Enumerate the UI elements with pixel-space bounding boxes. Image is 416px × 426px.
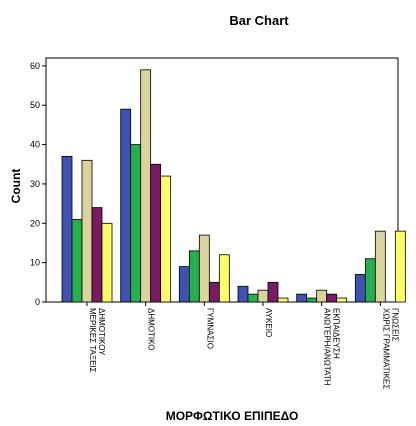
x-tick-label: ΔΗΜΟΤΙΚΟΥ xyxy=(97,308,106,356)
bar xyxy=(71,218,83,303)
bar xyxy=(120,108,132,303)
bar xyxy=(160,175,172,303)
bar xyxy=(257,289,269,303)
y-tick-label: 20 xyxy=(30,218,40,228)
chart-title: Bar Chart xyxy=(229,13,289,28)
bar xyxy=(150,163,162,303)
y-tick-label: 0 xyxy=(35,297,40,307)
bar xyxy=(81,159,93,303)
bar xyxy=(354,274,366,303)
y-axis-title: Count xyxy=(9,169,23,204)
bar xyxy=(218,254,230,303)
y-tick-label: 60 xyxy=(30,61,40,71)
bar xyxy=(198,234,210,303)
bar xyxy=(208,281,220,303)
x-tick-label: ΔΗΜΟΤΙΚΟ xyxy=(147,308,156,350)
bar xyxy=(130,144,142,303)
bar xyxy=(237,285,249,303)
bar xyxy=(336,297,348,303)
bar xyxy=(188,250,200,303)
bar xyxy=(374,230,386,303)
bar xyxy=(101,222,113,303)
x-tick-label: ΧΩΡΙΣ ΓΡΑΜΜΑΤΙΚΕΣ xyxy=(381,308,390,389)
y-tick-label: 30 xyxy=(30,179,40,189)
x-tick-label: ΑΝΩΤΕΡΗ/ΑΝΩΤΑΤΗ xyxy=(323,308,332,386)
bar xyxy=(364,258,376,303)
x-tick-label: ΕΚΠΑΙΔΕΥΣΗ xyxy=(332,308,341,359)
bar xyxy=(267,281,279,303)
bar xyxy=(91,207,103,303)
x-tick-label: ΛΥΚΕΙΟ xyxy=(264,308,273,337)
y-tick-label: 40 xyxy=(30,140,40,150)
bar xyxy=(277,297,289,303)
bar xyxy=(178,266,190,303)
bar xyxy=(316,289,328,303)
bar xyxy=(326,293,338,303)
x-tick-label: ΜΕΡΙΚΕΣ ΤΑΞΕΙΣ xyxy=(88,308,97,373)
bar xyxy=(247,293,259,303)
bar xyxy=(306,297,318,303)
bar xyxy=(140,69,152,303)
x-tick-label: ΓΝΩΣΕΙΣ xyxy=(390,308,399,342)
bar xyxy=(61,155,73,303)
plot-area: 0 10 20 30 40 50 60 ΜΕΡΙΚΕΣ ΤΑΞΕΙΣ ΔΗΜΟΤΙΚΟΥ ΔΗΜΟ… xyxy=(30,57,406,389)
y-tick-label: 10 xyxy=(30,258,40,268)
x-axis-title: ΜΟΡΦΩΤΙΚΟ ΕΠΙΠΕΔΟ xyxy=(166,409,299,423)
bar xyxy=(394,230,406,303)
y-tick-label: 50 xyxy=(30,100,40,110)
x-tick-label: ΓΥΜΝΑΣΙΟ xyxy=(205,308,214,349)
bar xyxy=(296,293,308,303)
